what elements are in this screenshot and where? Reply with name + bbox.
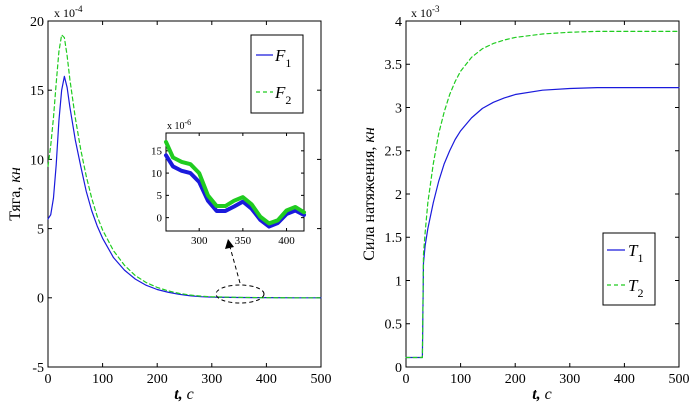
right-x-ticks: 0 100 200 300 400 500	[403, 21, 690, 387]
right-x-tick-label: 300	[559, 372, 580, 387]
right-plot-frame	[405, 20, 680, 368]
inset-chart: 300 350 400 0 5 10 15 x 10-6	[151, 118, 306, 247]
right-y-tick-label: 0.5	[385, 318, 403, 333]
right-y-tick-label: 2.5	[385, 145, 403, 160]
left-legend-label-f2: F2	[274, 83, 291, 107]
right-series-1-line	[405, 87, 680, 359]
left-y-tick-label: 15	[30, 84, 44, 99]
left-x-tick-label: 200	[147, 372, 168, 387]
right-y-ticks: 0 0.5 1 1.5 2 2.5 3 3.5 4	[385, 15, 679, 376]
inset-x-tick-label: 350	[235, 235, 252, 247]
left-y-tick-label: 20	[30, 15, 44, 30]
right-chart: 0 100 200 300 400 500 0 0.5 1 1.5 2 2.5 3 3.5 4 x 10-…	[361, 4, 690, 403]
right-exponent: x 10-3	[411, 4, 440, 20]
right-y-tick-label: 3	[395, 101, 402, 116]
left-x-ticks: 0 100 200 300 400 500	[45, 21, 332, 387]
inset-y-ticks: 0 5 10 15	[151, 146, 304, 224]
right-legend-box	[602, 232, 656, 306]
left-legend: F1 F2	[250, 34, 304, 114]
left-y-label: Тяга, кн	[7, 167, 24, 221]
inset-y-tick-label: 5	[157, 190, 163, 202]
inset-y-tick-label: 15	[151, 146, 163, 158]
left-legend-box	[250, 34, 304, 114]
right-legend-label-t2: T2	[628, 276, 643, 300]
right-y-tick-label: 1.5	[385, 231, 403, 246]
right-x-tick-label: 0	[403, 372, 410, 387]
zoom-ellipse	[215, 284, 265, 304]
right-series	[405, 30, 680, 359]
inset-x-tick-label: 400	[278, 235, 295, 247]
right-x-tick-label: 200	[505, 372, 526, 387]
zoom-arrowhead	[225, 239, 234, 249]
left-y-tick-label: 5	[37, 223, 44, 238]
zoom-arrow	[229, 246, 241, 284]
left-x-label: t, c	[174, 386, 194, 403]
left-series	[47, 34, 322, 299]
left-y-tick-label: 0	[37, 292, 44, 307]
inset-y-tick-label: 0	[157, 212, 163, 224]
right-legend-label-t1: T1	[628, 241, 643, 265]
right-y-tick-label: 3.5	[385, 58, 403, 73]
right-legend: T1 T2	[602, 232, 656, 306]
inset-x-ticks: 300 350 400	[191, 133, 295, 247]
right-x-tick-label: 100	[450, 372, 471, 387]
inset-x-tick-label: 300	[191, 235, 208, 247]
right-series-2-line	[405, 30, 680, 359]
inset-series-2-line	[164, 139, 306, 226]
inset-y-tick-label: 10	[151, 168, 163, 180]
left-x-tick-label: 500	[311, 372, 332, 387]
right-y-tick-label: 2	[395, 188, 402, 203]
right-x-label: t, c	[532, 386, 552, 403]
left-exponent: x 10-4	[54, 4, 83, 20]
right-x-tick-label: 500	[669, 372, 690, 387]
inset-exponent: x 10-6	[167, 118, 191, 132]
left-y-tick-label: 10	[30, 153, 44, 168]
right-y-tick-label: 1	[395, 274, 402, 289]
right-x-tick-label: 400	[614, 372, 635, 387]
left-legend-label-f1: F1	[274, 46, 291, 70]
left-series-2-line	[47, 34, 322, 299]
right-y-label: Сила натяжения, кн	[361, 127, 378, 261]
left-x-tick-label: 300	[201, 372, 222, 387]
left-x-tick-label: 400	[256, 372, 277, 387]
left-y-tick-label: -5	[32, 361, 44, 376]
right-y-tick-label: 4	[395, 15, 402, 30]
left-y-ticks: -5 0 5 10 15 20	[30, 15, 321, 376]
left-x-tick-label: 0	[45, 372, 52, 387]
right-y-tick-label: 0	[395, 361, 402, 376]
left-x-tick-label: 100	[92, 372, 113, 387]
inset-series	[164, 139, 306, 229]
